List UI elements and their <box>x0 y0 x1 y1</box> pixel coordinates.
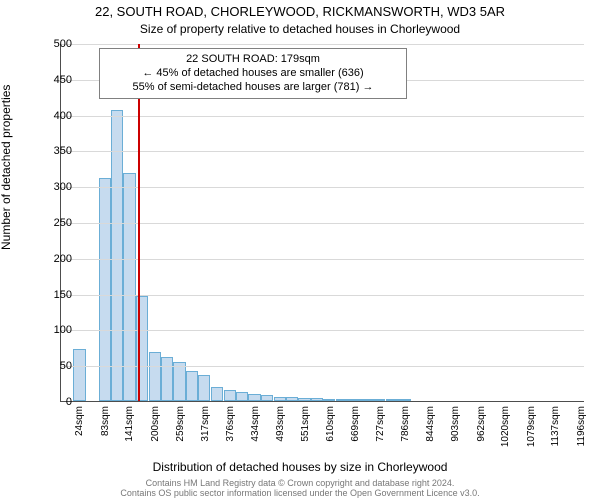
histogram-bar <box>386 399 398 401</box>
chart-subtitle: Size of property relative to detached ho… <box>0 22 600 36</box>
x-tick-label: 551sqm <box>300 406 311 442</box>
histogram-bar <box>73 349 85 401</box>
x-tick-label: 1196sqm <box>576 406 587 446</box>
y-tick-label: 350 <box>38 145 72 157</box>
x-tick-label: 786sqm <box>400 406 411 442</box>
histogram-bar <box>373 399 385 401</box>
x-tick-label: 493sqm <box>275 406 286 442</box>
x-tick-label: 200sqm <box>150 406 161 442</box>
histogram-bar <box>111 110 123 401</box>
x-tick-label: 83sqm <box>100 406 111 436</box>
x-tick-label: 727sqm <box>375 406 386 442</box>
histogram-bar <box>286 397 298 401</box>
annotation-box: 22 SOUTH ROAD: 179sqm← 45% of detached h… <box>99 48 407 99</box>
x-tick-label: 962sqm <box>476 406 487 442</box>
histogram-bar <box>336 399 348 401</box>
histogram-bar <box>361 399 373 401</box>
histogram-bar <box>224 390 236 401</box>
histogram-bar <box>311 398 323 401</box>
y-tick-label: 50 <box>38 360 72 372</box>
x-axis-label: Distribution of detached houses by size … <box>0 460 600 474</box>
x-tick-label: 610sqm <box>325 406 336 442</box>
histogram-bar <box>173 362 185 401</box>
x-tick-label: 903sqm <box>450 406 461 442</box>
attribution-text: Contains HM Land Registry data © Crown c… <box>0 478 600 498</box>
histogram-bar <box>99 178 111 401</box>
x-tick-label: 434sqm <box>250 406 261 442</box>
plot-area: 22 SOUTH ROAD: 179sqm← 45% of detached h… <box>60 44 584 402</box>
histogram-bar <box>198 375 210 401</box>
y-tick-label: 200 <box>38 253 72 265</box>
histogram-bar <box>149 352 161 401</box>
y-tick-label: 500 <box>38 38 72 50</box>
histogram-bar <box>211 387 223 401</box>
x-tick-label: 1020sqm <box>500 406 511 447</box>
x-tick-label: 24sqm <box>74 406 85 436</box>
y-tick-label: 150 <box>38 289 72 301</box>
histogram-bar <box>161 357 173 401</box>
y-tick-label: 100 <box>38 324 72 336</box>
x-tick-label: 669sqm <box>350 406 361 442</box>
x-tick-label: 259sqm <box>175 406 186 442</box>
annotation-line: ← 45% of detached houses are smaller (63… <box>108 67 398 81</box>
histogram-bar <box>236 392 248 401</box>
chart-title: 22, SOUTH ROAD, CHORLEYWOOD, RICKMANSWOR… <box>0 4 600 19</box>
histogram-bar <box>323 399 335 401</box>
annotation-line: 55% of semi-detached houses are larger (… <box>108 81 398 95</box>
y-tick-label: 0 <box>38 396 72 408</box>
x-tick-label: 844sqm <box>425 406 436 442</box>
x-tick-label: 376sqm <box>225 406 236 442</box>
y-axis-label: Number of detached properties <box>0 85 13 250</box>
y-tick-label: 450 <box>38 74 72 86</box>
histogram-bar <box>398 399 410 401</box>
histogram-bar <box>261 395 273 401</box>
x-tick-label: 317sqm <box>200 406 211 442</box>
histogram-bar <box>348 399 360 401</box>
y-tick-label: 300 <box>38 181 72 193</box>
y-tick-label: 250 <box>38 217 72 229</box>
annotation-line: 22 SOUTH ROAD: 179sqm <box>108 53 398 67</box>
x-tick-label: 1137sqm <box>550 406 561 446</box>
histogram-bar <box>298 398 310 401</box>
histogram-bar <box>186 371 198 401</box>
histogram-bar <box>274 397 286 401</box>
x-tick-label: 141sqm <box>124 406 135 442</box>
y-tick-label: 400 <box>38 110 72 122</box>
histogram-bar <box>248 394 260 401</box>
x-tick-label: 1079sqm <box>526 406 537 447</box>
